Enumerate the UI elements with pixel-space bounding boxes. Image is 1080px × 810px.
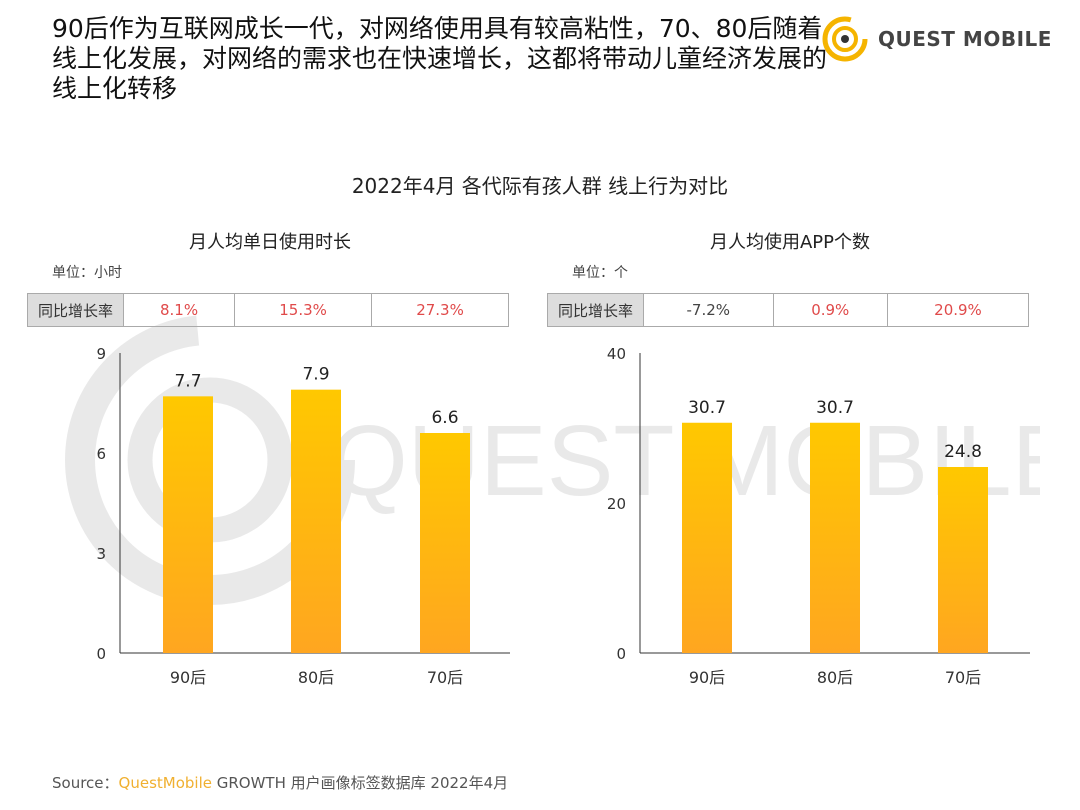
source-rest: GROWTH 用户画像标签数据库 2022年4月: [211, 774, 509, 792]
bar: [420, 433, 470, 653]
logo-name: QUEST MOBILE: [878, 27, 1052, 51]
bar: [291, 389, 341, 653]
source: Source：QuestMobile GROWTH 用户画像标签数据库 2022…: [52, 772, 508, 793]
bar-value-label: 24.8: [944, 442, 982, 462]
yoy-value: 20.9%: [886, 293, 1030, 327]
yoy-value: 15.3%: [234, 293, 373, 327]
yoy-label: 同比增长率: [547, 293, 644, 327]
y-tick-label: 0: [96, 645, 106, 663]
left-unit: 单位：小时: [52, 265, 122, 281]
bar: [682, 422, 732, 653]
yoy-value: -7.2%: [643, 293, 774, 327]
x-tick-label: 80后: [298, 668, 334, 687]
right-chart-subtitle: 月人均使用APP个数: [709, 232, 871, 253]
bar-value-label: 7.9: [302, 365, 329, 385]
bar: [810, 422, 860, 653]
bar-charts: 0 3 6 9 7.7 90后 7.9 80后 6.6 70后 0 20 40 30.7 90后 30.7 80…: [96, 345, 1030, 687]
bar: [938, 467, 988, 653]
y-tick-label: 3: [96, 545, 106, 563]
y-tick-label: 6: [96, 445, 106, 463]
chart-main-title: 2022年4月 各代际有孩人群 线上行为对比: [351, 174, 729, 198]
right-yoy-table: 同比增长率 -7.2% 0.9% 20.9%: [547, 293, 1030, 327]
right-unit: 单位：个: [572, 265, 628, 281]
bar: [163, 396, 213, 653]
yoy-label: 同比增长率: [27, 293, 124, 327]
quest-mobile-logo-icon: [822, 16, 868, 62]
bar-value-label: 6.6: [431, 408, 458, 428]
y-tick-label: 40: [607, 345, 626, 363]
x-tick-label: 70后: [427, 668, 463, 687]
left-chart-subtitle: 月人均单日使用时长: [189, 232, 351, 253]
source-brand: QuestMobile: [118, 774, 212, 792]
x-tick-label: 70后: [945, 668, 981, 687]
x-tick-label: 90后: [689, 668, 725, 687]
yoy-value: 27.3%: [371, 293, 509, 327]
source-prefix: Source：: [52, 774, 119, 792]
bar-value-label: 7.7: [174, 371, 201, 391]
logo: QUEST MOBILE: [820, 14, 1052, 64]
y-tick-label: 20: [607, 495, 626, 513]
y-tick-label: 0: [616, 645, 626, 663]
x-tick-label: 90后: [170, 668, 206, 687]
y-tick-label: 9: [96, 345, 106, 363]
headline: 90后作为互联网成长一代，对网络使用具有较高粘性，70、80后随着线上化发展，对…: [52, 14, 828, 103]
left-yoy-table: 同比增长率 8.1% 15.3% 27.3%: [27, 293, 509, 327]
x-tick-label: 80后: [817, 668, 853, 687]
yoy-value: 0.9%: [772, 293, 888, 327]
bar-value-label: 30.7: [688, 398, 726, 418]
yoy-value: 8.1%: [122, 293, 236, 327]
bar-value-label: 30.7: [816, 398, 854, 418]
